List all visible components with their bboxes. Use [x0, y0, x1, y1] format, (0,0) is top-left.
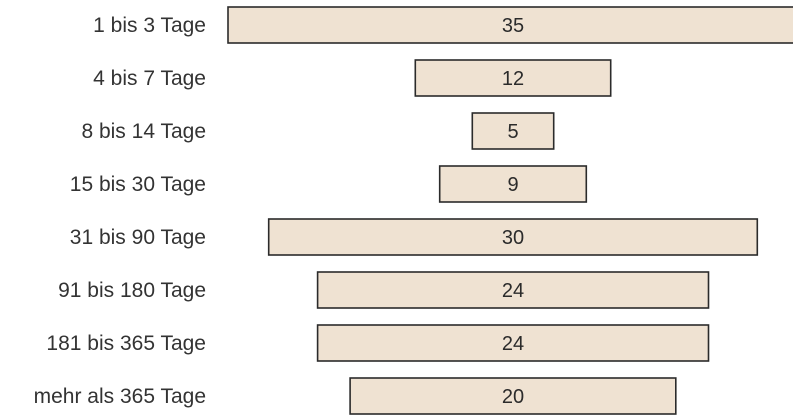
category-label: mehr als 365 Tage — [34, 385, 206, 408]
bar-value-label: 24 — [502, 333, 524, 355]
category-label: 15 bis 30 Tage — [70, 173, 206, 196]
bar-value-label: 20 — [502, 386, 524, 408]
bar-value-label: 24 — [502, 280, 524, 302]
bar — [316, 324, 710, 362]
bar — [316, 271, 710, 309]
bar — [414, 59, 612, 97]
bar — [227, 6, 793, 44]
category-label: 181 bis 365 Tage — [46, 332, 206, 355]
bars-group: 1 bis 3 Tage 35 4 bis 7 Tage 12 8 bis 14 Tag… — [34, 6, 793, 415]
bar-value-label: 5 — [507, 121, 518, 143]
category-label: 31 bis 90 Tage — [70, 226, 206, 249]
bar — [349, 377, 677, 415]
category-label: 1 bis 3 Tage — [93, 14, 206, 37]
bar — [471, 112, 555, 150]
category-label: 8 bis 14 Tage — [81, 120, 206, 143]
bar-value-label: 12 — [502, 68, 524, 90]
bar — [267, 218, 759, 256]
bar-value-label: 30 — [502, 227, 524, 249]
bar — [438, 165, 588, 203]
bar-value-label: 9 — [507, 174, 518, 196]
bar-value-label: 35 — [502, 15, 524, 37]
category-label: 4 bis 7 Tage — [93, 67, 206, 90]
category-label: 91 bis 180 Tage — [58, 279, 206, 302]
